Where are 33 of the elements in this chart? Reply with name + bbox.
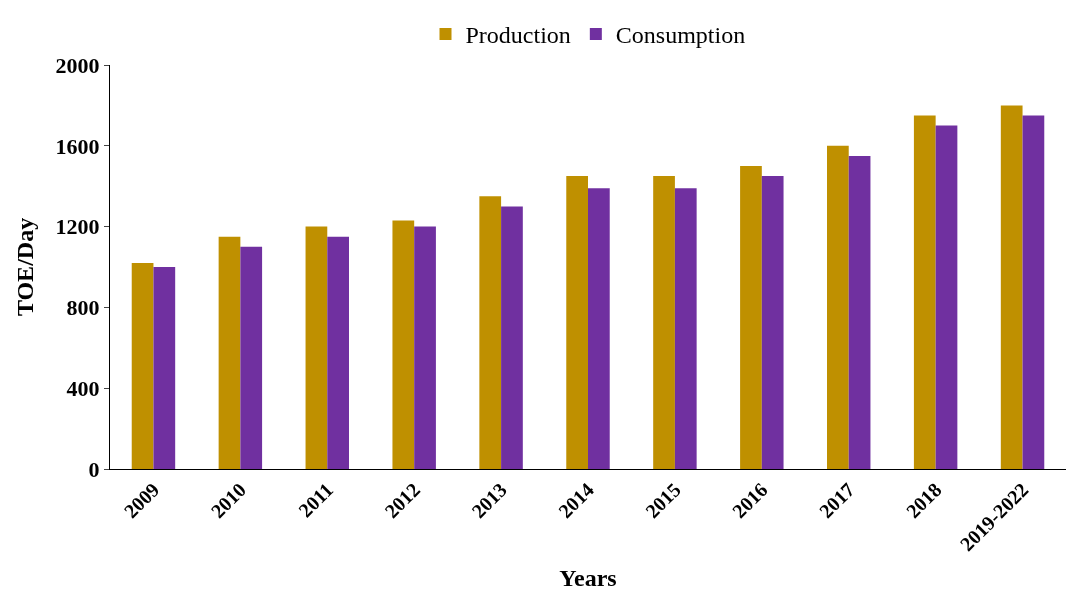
bar xyxy=(848,155,871,469)
bar xyxy=(674,188,697,469)
y-tick-label: 1600 xyxy=(55,133,100,159)
bar xyxy=(827,145,849,469)
bar xyxy=(153,267,176,469)
bar xyxy=(414,226,436,469)
y-tick-label: 2000 xyxy=(55,52,100,78)
x-axis-title: Years xyxy=(559,565,617,592)
bar xyxy=(761,176,784,469)
bar xyxy=(131,262,154,469)
legend-label: Production xyxy=(465,22,571,49)
bar xyxy=(1000,105,1023,469)
y-tick-label: 1200 xyxy=(55,214,100,240)
x-tick-label: 2011 xyxy=(294,478,338,522)
y-tick-label: 800 xyxy=(66,295,100,321)
legend-label: Consumption xyxy=(615,22,746,49)
bar xyxy=(913,115,936,469)
bar xyxy=(566,176,588,469)
bar xyxy=(740,166,762,469)
bar xyxy=(479,196,502,469)
bar xyxy=(653,176,675,469)
bar xyxy=(240,246,263,469)
y-axis-title: TOE/Day xyxy=(11,217,38,317)
bar xyxy=(501,206,523,469)
y-tick-label: 400 xyxy=(66,375,100,401)
bar xyxy=(218,236,241,469)
bar xyxy=(305,226,328,469)
bar xyxy=(935,125,958,469)
bar xyxy=(392,220,415,469)
bar xyxy=(588,188,610,469)
bar xyxy=(1022,115,1045,469)
bar xyxy=(327,236,349,469)
y-tick-label: 0 xyxy=(88,456,100,482)
